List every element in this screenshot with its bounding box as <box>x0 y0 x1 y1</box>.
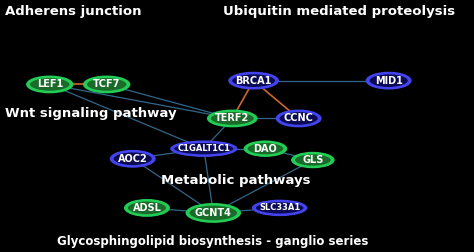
Ellipse shape <box>173 142 235 155</box>
Ellipse shape <box>207 110 257 127</box>
Ellipse shape <box>231 73 276 88</box>
Text: BRCA1: BRCA1 <box>236 76 272 86</box>
Ellipse shape <box>170 140 237 157</box>
Text: C1GALT1C1: C1GALT1C1 <box>177 144 230 153</box>
Ellipse shape <box>109 150 155 168</box>
Text: Wnt signaling pathway: Wnt signaling pathway <box>5 107 176 120</box>
Ellipse shape <box>188 205 238 221</box>
Ellipse shape <box>228 72 279 89</box>
Text: GLS: GLS <box>302 155 324 165</box>
Ellipse shape <box>124 199 170 217</box>
Ellipse shape <box>365 72 411 89</box>
Text: SLC33A1: SLC33A1 <box>259 203 301 212</box>
Text: MID1: MID1 <box>375 76 402 86</box>
Text: ADSL: ADSL <box>133 203 161 213</box>
Text: LEF1: LEF1 <box>36 79 63 89</box>
Ellipse shape <box>255 201 304 215</box>
Text: DAO: DAO <box>254 144 277 154</box>
Ellipse shape <box>279 111 319 126</box>
Ellipse shape <box>112 151 153 166</box>
Text: TCF7: TCF7 <box>93 79 120 89</box>
Ellipse shape <box>186 203 241 223</box>
Ellipse shape <box>294 153 332 167</box>
Text: AOC2: AOC2 <box>118 154 147 164</box>
Ellipse shape <box>127 201 167 215</box>
Text: Adherens junction: Adherens junction <box>5 5 141 18</box>
Ellipse shape <box>276 110 321 127</box>
Ellipse shape <box>26 76 73 93</box>
Ellipse shape <box>83 76 130 93</box>
Text: GCNT4: GCNT4 <box>195 208 232 218</box>
Ellipse shape <box>29 77 71 92</box>
Ellipse shape <box>86 77 128 92</box>
Text: Metabolic pathways: Metabolic pathways <box>161 174 310 187</box>
Text: Glycosphingolipid biosynthesis - ganglio series: Glycosphingolipid biosynthesis - ganglio… <box>57 235 368 248</box>
Ellipse shape <box>210 111 255 126</box>
Text: Ubiquitin mediated proteolysis: Ubiquitin mediated proteolysis <box>223 5 455 18</box>
Text: TERF2: TERF2 <box>215 113 249 123</box>
Ellipse shape <box>252 200 307 216</box>
Ellipse shape <box>246 142 284 155</box>
Text: CCNC: CCNC <box>283 113 314 123</box>
Ellipse shape <box>291 152 335 168</box>
Ellipse shape <box>244 140 287 157</box>
Ellipse shape <box>368 73 409 88</box>
